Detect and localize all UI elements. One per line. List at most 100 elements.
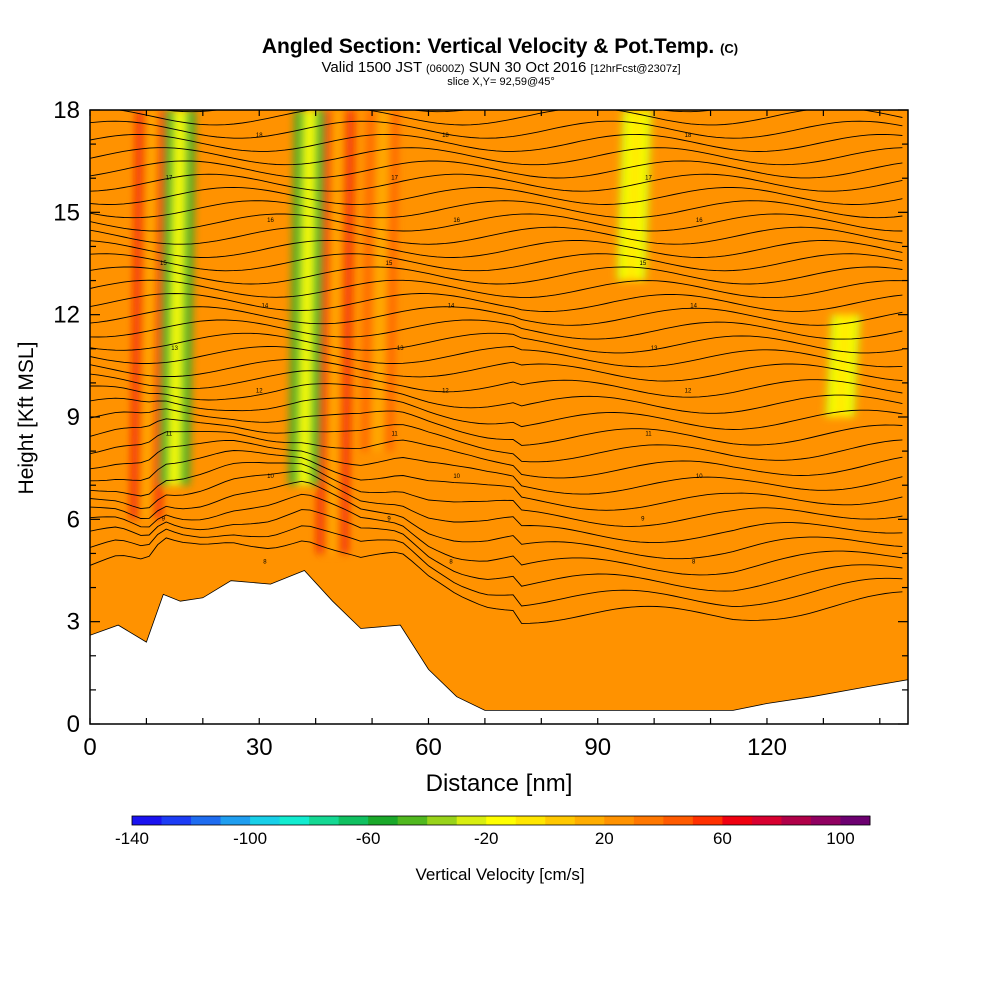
theta-contour-line (90, 450, 903, 511)
valid-time: Valid 1500 JST (321, 59, 422, 76)
theta-contour-line (90, 279, 903, 299)
updraft-column (142, 110, 157, 520)
colorbar-swatch (692, 816, 723, 825)
theta-contour-label: 11 (645, 431, 652, 437)
colorbar-swatch (161, 816, 192, 825)
y-tick-label: 0 (67, 711, 80, 738)
y-tick-label: 3 (67, 609, 80, 636)
chart-title-block: Angled Section: Vertical Velocity & Pot.… (0, 36, 1000, 88)
forecast-info: [12hrFcst@2307z] (590, 63, 681, 75)
theta-contour-line (90, 346, 903, 368)
theta-contour-label: 18 (256, 133, 263, 139)
theta-contour-label: 14 (262, 303, 269, 309)
theta-contour-line (90, 319, 903, 340)
downdraft-column (300, 110, 315, 486)
theta-contour-label: 11 (166, 431, 173, 437)
colorbar-frame (131, 815, 871, 826)
colorbar-swatch (456, 816, 487, 825)
colorbar-swatch (545, 816, 576, 825)
theta-contour-line (90, 240, 903, 258)
y-tick-label: 6 (67, 506, 80, 533)
colorbar-swatch (191, 816, 222, 825)
colorbar-swatch (840, 816, 871, 825)
theta-contours (90, 110, 903, 624)
theta-contour-label: 12 (442, 389, 449, 395)
theta-contour-label: 9 (162, 517, 166, 523)
theta-contour-line (90, 293, 903, 312)
chart-subtitle: Valid 1500 JST (0600Z) SUN 30 Oct 2016 [… (2, 60, 1000, 77)
colorbar-swatch (368, 816, 399, 825)
theta-contour-label: 8 (692, 559, 696, 565)
colorbar-tick-labels: -140 -100 -60 -20 20 60 100 (115, 829, 855, 848)
theta-contour-line (90, 266, 903, 285)
y-tick-label: 12 (53, 302, 80, 329)
slice-info: slice X,Y= 92,59@45° (447, 76, 555, 88)
colorbar-swatch (279, 816, 310, 825)
colorbar-swatch (574, 816, 605, 825)
theta-contour-line (90, 226, 903, 245)
theta-contour-line (90, 408, 903, 446)
colorbar-swatch (663, 816, 694, 825)
x-tick-label: 120 (747, 734, 787, 761)
colorbar-swatch (486, 816, 517, 825)
theta-contour-line (90, 493, 903, 576)
theta-contour-line (90, 461, 903, 527)
theta-contour-label: 18 (685, 133, 692, 139)
velocity-columns (131, 110, 861, 554)
colorbar-swatch (397, 816, 428, 825)
theta-contour-labels: 18 18 18 17 17 17 16 16 16 15 15 15 14 14 14 13 13 13 12 12… (160, 133, 703, 565)
y-tick-label: 9 (67, 404, 80, 431)
theta-contour-line (90, 418, 903, 463)
theta-contour-label: 14 (448, 303, 455, 309)
theta-contour-label: 13 (397, 346, 404, 352)
theta-contour-label: 15 (160, 261, 167, 267)
theta-contour-label: 16 (453, 218, 460, 224)
chart-title: Angled Section: Vertical Velocity & Pot.… (0, 36, 1000, 60)
colorbar-tick-label: 100 (826, 829, 854, 848)
colorbar-tick-label: 20 (595, 829, 614, 848)
colorbar-tick-label: 60 (713, 829, 732, 848)
theta-contour-label: 12 (256, 389, 263, 395)
colorbar-swatch (309, 816, 340, 825)
theta-contour-label: 8 (263, 559, 267, 565)
colorbar-swatch (427, 816, 458, 825)
colorbar-label: Vertical Velocity [cm/s] (415, 865, 584, 884)
downdraft-column (835, 314, 850, 417)
updraft-column (373, 110, 388, 452)
theta-contour-line (90, 439, 903, 495)
theta-contour-line (90, 358, 903, 382)
theta-contour-line (90, 253, 903, 272)
colorbar-swatch (338, 816, 369, 825)
theta-contour-label: 15 (386, 261, 393, 267)
updraft-column (328, 110, 343, 554)
x-axis-label: Distance [nm] (426, 770, 573, 797)
colorbar-swatch (722, 816, 753, 825)
x-tick-label: 30 (246, 734, 273, 761)
theta-contour-line (90, 370, 903, 398)
theta-contour-label: 13 (171, 346, 178, 352)
valid-date: SUN 30 Oct 2016 (468, 59, 587, 76)
colorbar-tick-label: -100 (233, 829, 267, 848)
title-main: Angled Section: Vertical Velocity & Pot.… (261, 35, 715, 58)
theta-contour-label: 9 (641, 517, 645, 523)
theta-contour-label: 10 (696, 474, 703, 480)
theta-contour-label: 13 (651, 346, 658, 352)
theta-contour-line (90, 525, 903, 608)
theta-contour-label: 17 (166, 176, 173, 182)
y-tick-label: 15 (53, 199, 80, 226)
colorbar-tick-label: -60 (356, 829, 381, 848)
colorbar-swatch (132, 816, 163, 825)
colorbar-swatch (633, 816, 664, 825)
colorbar-swatch (810, 816, 841, 825)
colorbar-swatch (220, 816, 251, 825)
theta-contour-label: 14 (690, 303, 697, 309)
theta-contour-line (90, 537, 903, 624)
theta-contour-line (90, 480, 903, 560)
theta-contour-line (90, 160, 903, 179)
theta-contour-label: 11 (392, 431, 399, 437)
valid-utc: (0600Z) (426, 63, 465, 75)
terrain (90, 570, 908, 724)
theta-contour-label: 18 (442, 133, 449, 139)
theta-contour-label: 17 (391, 176, 398, 182)
